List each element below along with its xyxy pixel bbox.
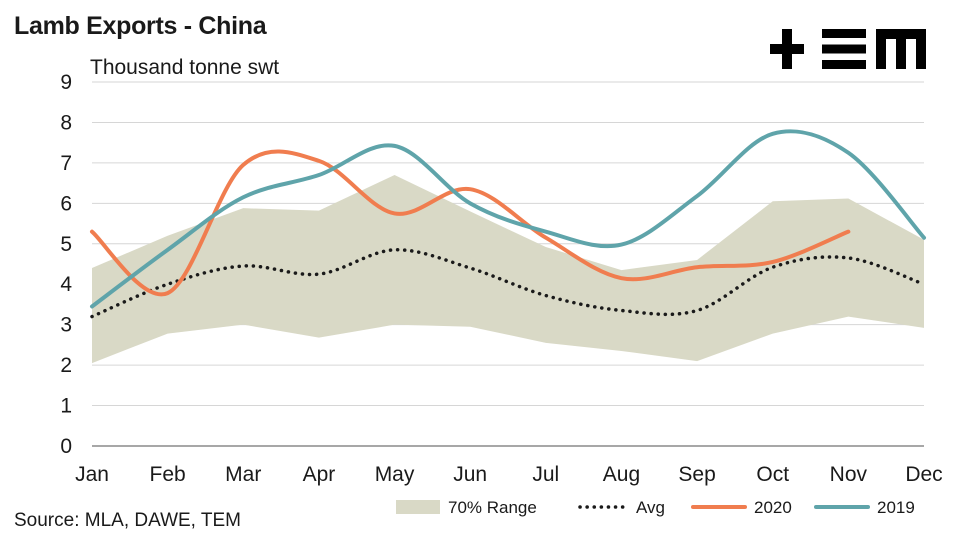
x-tick-label: Jan: [75, 463, 109, 486]
y-tick-label: 1: [60, 395, 72, 418]
y-tick-label: 9: [60, 71, 72, 94]
x-tick-label: Dec: [905, 463, 942, 486]
y-tick-label: 6: [60, 192, 72, 215]
y-tick-label: 5: [60, 233, 72, 256]
chart-title: Lamb Exports - China: [14, 12, 267, 40]
range-band-area: [92, 175, 924, 364]
x-tick-label: Nov: [830, 463, 868, 486]
series-line-avg: [90, 248, 926, 319]
legend: 70% Range Avg 2020 2019: [396, 498, 915, 517]
x-tick-label: Oct: [756, 463, 789, 486]
x-tick-label: Apr: [303, 463, 336, 486]
x-tick-label: May: [375, 463, 415, 486]
y-tick-label: 3: [60, 314, 72, 337]
source-note: Source: MLA, DAWE, TEM: [14, 510, 241, 531]
tick-labels: 0 1 2 3 4 5 6 7 8 9 Jan Feb Mar Apr May Jun Jul Aug Sep Oct…: [60, 71, 942, 486]
x-tick-label: Aug: [603, 463, 640, 486]
y-axis-unit-label: Thousand tonne swt: [90, 56, 280, 79]
legend-label-2019: 2019: [877, 498, 915, 517]
y-tick-label: 8: [60, 111, 72, 134]
legend-label-range: 70% Range: [448, 498, 537, 517]
x-tick-label: Jun: [453, 463, 487, 486]
legend-label-2020: 2020: [754, 498, 792, 517]
series-lines: [90, 129, 926, 319]
y-tick-label: 7: [60, 152, 72, 175]
x-tick-label: Sep: [678, 463, 715, 486]
legend-label-avg: Avg: [636, 498, 665, 517]
x-tick-label: Feb: [150, 463, 186, 486]
y-tick-label: 0: [60, 435, 72, 458]
y-tick-label: 2: [60, 354, 72, 377]
range-band: [92, 175, 924, 364]
legend-swatch-range: [396, 500, 440, 514]
y-tick-label: 4: [60, 273, 72, 296]
tem-logo: [770, 29, 926, 69]
x-tick-label: Jul: [532, 463, 559, 486]
x-tick-label: Mar: [225, 463, 261, 486]
series-line-2019: [90, 129, 926, 309]
